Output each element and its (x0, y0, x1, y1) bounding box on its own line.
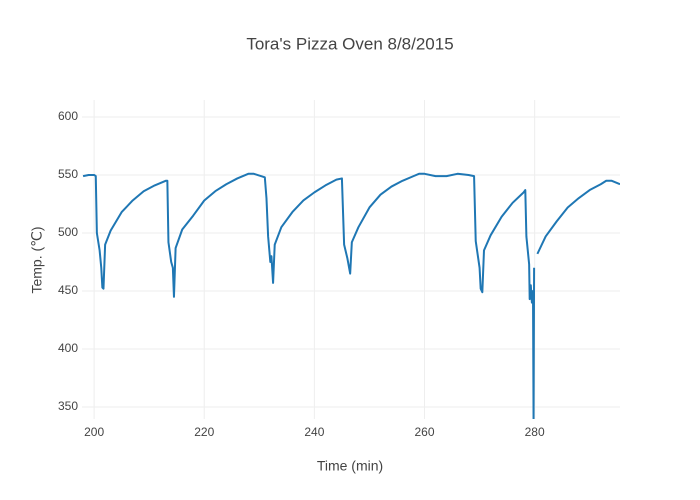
y-tick-label: 600 (58, 109, 78, 123)
plot-area (82, 172, 620, 419)
y-tick-label: 500 (58, 225, 78, 239)
line-series (536, 179, 620, 255)
y-axis-title: Temp. (℃) (29, 226, 45, 293)
x-axis-title: Time (min) (317, 458, 383, 474)
chart-title: Tora's Pizza Oven 8/8/2015 (246, 34, 453, 53)
y-tick-label: 400 (58, 341, 78, 355)
y-tick-label: 550 (58, 167, 78, 181)
line-series (82, 172, 536, 419)
x-tick-label: 260 (414, 425, 434, 439)
x-tick-label: 200 (84, 425, 104, 439)
x-tick-label: 280 (525, 425, 545, 439)
x-tick-label: 220 (194, 425, 214, 439)
x-tick-label: 240 (304, 425, 324, 439)
y-tick-label: 450 (58, 283, 78, 297)
y-tick-label: 350 (58, 399, 78, 413)
grid (82, 100, 620, 419)
